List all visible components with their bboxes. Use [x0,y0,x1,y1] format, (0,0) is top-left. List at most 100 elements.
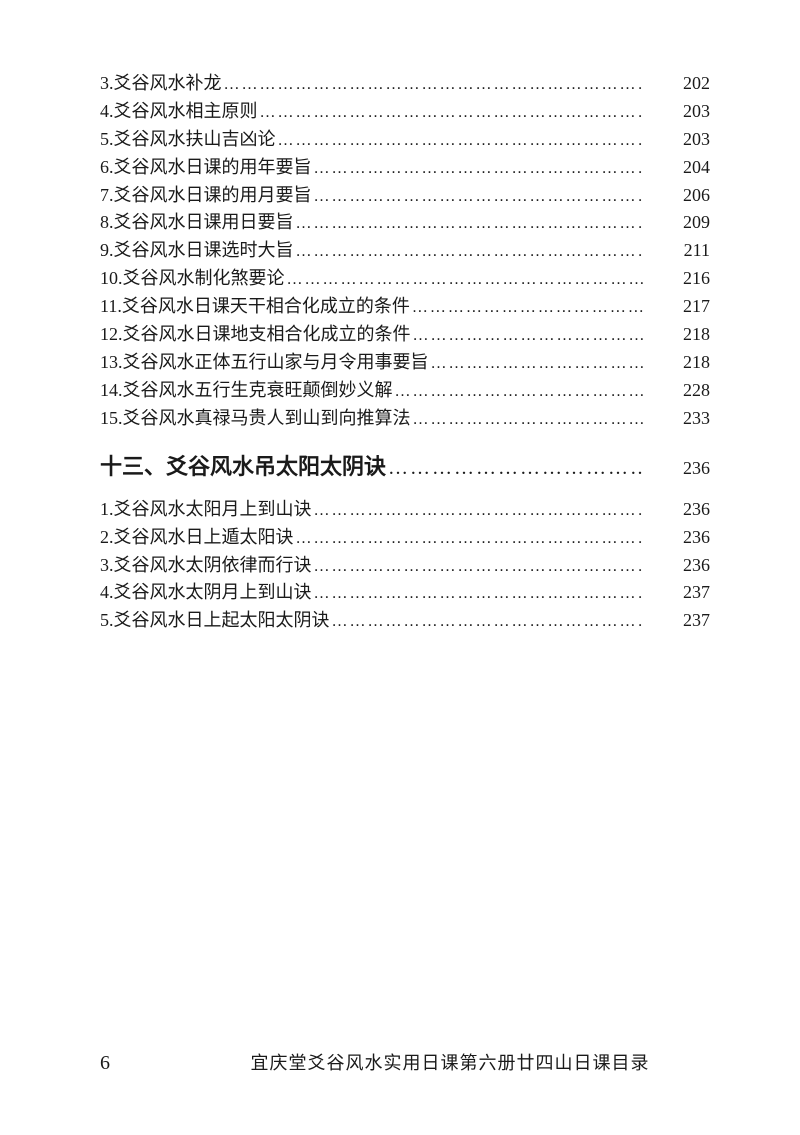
toc-entry-label: 爻谷风水日课的用月要旨 [114,182,312,210]
toc-entry-page: 204 [662,154,710,182]
toc-entry-label: 爻谷风水日课的用年要旨 [114,154,312,182]
footer-title: 宜庆堂爻谷风水实用日课第六册廿四山日课目录 [190,1049,710,1075]
leader-dots: ……………………………………………………………………………………………… [294,527,645,552]
toc-entry: 4. 爻谷风水相主原则……………………………………………………………………………… [100,98,710,126]
leader-dots: ……………………………………………………………………………………………… [411,324,645,349]
toc-entry-number: 14. [100,377,123,405]
toc-entry-number: 3. [100,552,114,580]
toc-entry: 12. 爻谷风水日课地支相合化成立的条件……………………………………………………… [100,321,710,349]
toc-group-2: 1. 爻谷风水太阳月上到山诀……………………………………………………………………… [100,496,710,635]
toc-entry: 3. 爻谷风水补龙…………………………………………………………………………………… [100,70,710,98]
toc-entry: 5. 爻谷风水扶山吉凶论…………………………………………………………………………… [100,126,710,154]
toc-group-1: 3. 爻谷风水补龙…………………………………………………………………………………… [100,70,710,433]
toc-entry-page: 218 [662,321,710,349]
toc-entry-number: 12. [100,321,123,349]
leader-dots: ……………………………………………………………………………………………… [312,499,645,524]
leader-dots: ……………………………………………………………………………………………… [312,582,645,607]
toc-entry-number: 10. [100,265,123,293]
toc-entry-label: 爻谷风水日上遁太阳诀 [114,524,294,552]
toc-entry-page: 217 [662,293,710,321]
toc-entry: 14. 爻谷风水五行生克衰旺颠倒妙义解………………………………………………………… [100,377,710,405]
toc-entry-label: 爻谷风水日课选时大旨 [114,237,294,265]
leader-dots: ……………………………………………………………………………………………… [276,129,645,154]
leader-dots: ……………………………………………………………………………………………… [312,157,645,182]
toc-entry-label: 爻谷风水日课用日要旨 [114,209,294,237]
toc-entry-number: 4. [100,579,114,607]
leader-dots: ……………………………………………………………………………………………… [294,212,645,237]
toc-entry-number: 4. [100,98,114,126]
toc-entry-page: 203 [662,98,710,126]
toc-entry-label: 爻谷风水扶山吉凶论 [114,126,276,154]
toc-entry-page: 203 [662,126,710,154]
toc-entry-label: 爻谷风水五行生克衰旺颠倒妙义解 [123,377,393,405]
toc-entry-page: 218 [662,349,710,377]
toc-entry-page: 209 [662,209,710,237]
toc-entry-number: 11. [100,293,122,321]
toc-entry-page: 233 [662,405,710,433]
toc-entry-number: 1. [100,496,114,524]
toc-entry-label: 爻谷风水相主原则 [114,98,258,126]
toc-entry-page: 206 [662,182,710,210]
toc-entry-page: 236 [662,524,710,552]
toc-entry: 5. 爻谷风水日上起太阳太阴诀…………………………………………………………………… [100,607,710,635]
toc-entry: 9. 爻谷风水日课选时大旨………………………………………………………………………… [100,237,710,265]
toc-entry-label: 爻谷风水日课天干相合化成立的条件 [122,293,410,321]
section-heading-page: 236 [662,454,710,483]
toc-entry-label: 爻谷风水真禄马贵人到山到向推算法 [123,405,411,433]
toc-entry-page: 211 [662,237,710,265]
toc-entry: 4. 爻谷风水太阴月上到山诀……………………………………………………………………… [100,579,710,607]
leader-dots: ……………………………………………………………………………………………… [410,296,644,321]
toc-entry-label: 爻谷风水太阳月上到山诀 [114,496,312,524]
toc-entry-number: 9. [100,237,114,265]
leader-dots: ……………………………………………………………………………………………… [312,185,645,210]
toc-entry-number: 5. [100,126,114,154]
toc-entry-number: 6. [100,154,114,182]
page-content: 3. 爻谷风水补龙…………………………………………………………………………………… [0,0,800,635]
leader-dots: ……………………………………………………………………………………………… [330,610,645,635]
toc-entry-number: 3. [100,70,114,98]
toc-entry-label: 爻谷风水制化煞要论 [123,265,285,293]
leader-dots: ……………………………………………………………………………………………… [258,101,645,126]
leader-dots: ……………………………………………………………………………………………… [285,268,645,293]
toc-entry-number: 7. [100,182,114,210]
toc-entry: 10. 爻谷风水制化煞要论………………………………………………………………………… [100,265,710,293]
section-heading-label: 十三、爻谷风水吊太阳太阴诀 [100,449,386,484]
toc-section-heading-13: 十三、爻谷风水吊太阳太阴诀 ……………………………………………………………………… [100,449,710,484]
toc-entry: 1. 爻谷风水太阳月上到山诀……………………………………………………………………… [100,496,710,524]
toc-entry: 6. 爻谷风水日课的用年要旨……………………………………………………………………… [100,154,710,182]
leader-dots: ……………………………………………………………………………………………… [386,452,644,484]
toc-entry-number: 13. [100,349,123,377]
toc-entry-label: 爻谷风水正体五行山家与月令用事要旨 [123,349,429,377]
toc-entry-page: 228 [662,377,710,405]
toc-entry-page: 236 [662,552,710,580]
toc-entry-label: 爻谷风水日课地支相合化成立的条件 [123,321,411,349]
footer-page-number: 6 [100,1052,110,1075]
toc-entry-number: 2. [100,524,114,552]
toc-entry: 2. 爻谷风水日上遁太阳诀………………………………………………………………………… [100,524,710,552]
toc-entry-page: 202 [662,70,710,98]
toc-entry: 7. 爻谷风水日课的用月要旨……………………………………………………………………… [100,182,710,210]
leader-dots: ……………………………………………………………………………………………… [393,380,645,405]
toc-entry-label: 爻谷风水日上起太阳太阴诀 [114,607,330,635]
toc-entry-page: 216 [662,265,710,293]
toc-entry: 8. 爻谷风水日课用日要旨………………………………………………………………………… [100,209,710,237]
leader-dots: ……………………………………………………………………………………………… [429,352,645,377]
page-footer: 6 宜庆堂爻谷风水实用日课第六册廿四山日课目录 [0,1049,800,1075]
leader-dots: ……………………………………………………………………………………………… [222,73,645,98]
toc-entry-label: 爻谷风水太阴月上到山诀 [114,579,312,607]
toc-entry-number: 8. [100,209,114,237]
toc-entry-label: 爻谷风水补龙 [114,70,222,98]
toc-entry: 3. 爻谷风水太阴依律而行诀……………………………………………………………………… [100,552,710,580]
toc-entry-label: 爻谷风水太阴依律而行诀 [114,552,312,580]
toc-entry: 13. 爻谷风水正体五行山家与月令用事要旨…………………………………………………… [100,349,710,377]
toc-entry-page: 237 [662,579,710,607]
leader-dots: ……………………………………………………………………………………………… [411,408,645,433]
toc-entry-number: 5. [100,607,114,635]
toc-entry-page: 237 [662,607,710,635]
toc-entry-number: 15. [100,405,123,433]
toc-entry-page: 236 [662,496,710,524]
toc-entry: 15. 爻谷风水真禄马贵人到山到向推算法……………………………………………………… [100,405,710,433]
leader-dots: ……………………………………………………………………………………………… [294,240,645,265]
leader-dots: ……………………………………………………………………………………………… [312,555,645,580]
toc-entry: 11. 爻谷风水日课天干相合化成立的条件……………………………………………………… [100,293,710,321]
